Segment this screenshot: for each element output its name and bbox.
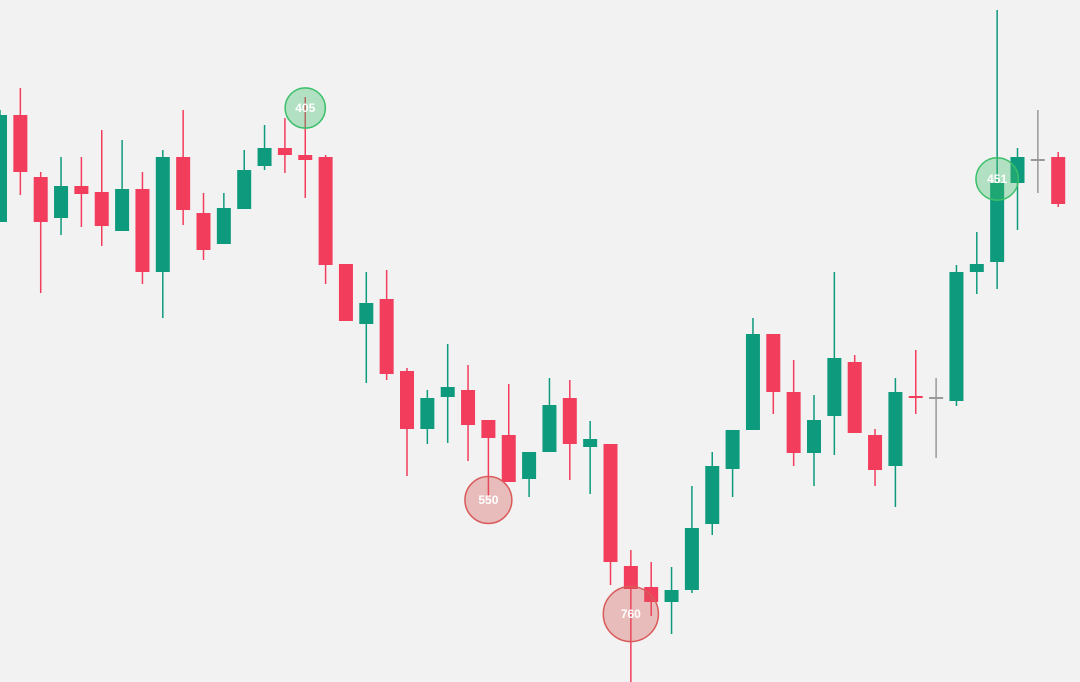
candle-body [501,435,516,482]
candle-body [94,192,109,226]
candle-body [705,466,720,524]
candle-body [135,189,150,272]
candle-body [1010,157,1025,183]
candle-body [542,405,557,452]
candle-body [359,303,374,324]
candle-body [379,299,394,374]
candle-body [725,430,740,469]
candle-body [623,566,638,589]
candle-body [1051,157,1066,204]
candle-body [0,115,7,222]
candle-body [990,183,1005,262]
candle-body [908,396,923,398]
candle-body [1030,159,1045,161]
candle-body [766,334,781,392]
signal-label: 550 [478,493,498,507]
candle-body [888,392,903,466]
candle-body [257,148,272,166]
candle-body [745,334,760,430]
candle-body [603,444,618,562]
candle-body [522,452,537,479]
candle-body [420,398,435,429]
candle-body [562,398,577,444]
candle-body [786,392,801,453]
candle-body [583,439,598,447]
signal-label: 451 [987,172,1007,186]
candle-body [196,213,211,250]
candle-body [868,435,883,470]
candle-body [54,186,69,218]
candle-body [461,390,476,425]
candle-body [298,155,313,160]
signal-label: 760 [621,607,641,621]
candle-body [318,157,333,265]
candle-body [74,186,89,194]
candle-body [216,208,231,244]
candle-body [969,264,984,272]
candle-body [807,420,821,453]
candle-body [827,358,842,416]
candle-body [115,189,130,231]
candle-body [949,272,964,401]
signal-bubble [602,585,660,643]
candle-body [684,528,699,590]
candle-body [847,362,862,433]
candle-body [176,157,191,210]
candle-body [440,387,455,397]
signal-bubble [464,475,513,525]
candle-body [400,371,414,429]
candle-body [338,264,353,321]
candle-body [33,177,48,222]
candle-body [664,590,679,602]
signal-bubble [284,87,327,129]
candle-body [277,148,292,155]
candle-body [929,397,944,399]
candle-body [155,157,170,272]
signal-label: 405 [295,101,315,115]
candle-body [237,170,252,209]
candle-body [13,115,28,172]
signal-bubble [975,157,1020,201]
candle-body [481,420,496,438]
